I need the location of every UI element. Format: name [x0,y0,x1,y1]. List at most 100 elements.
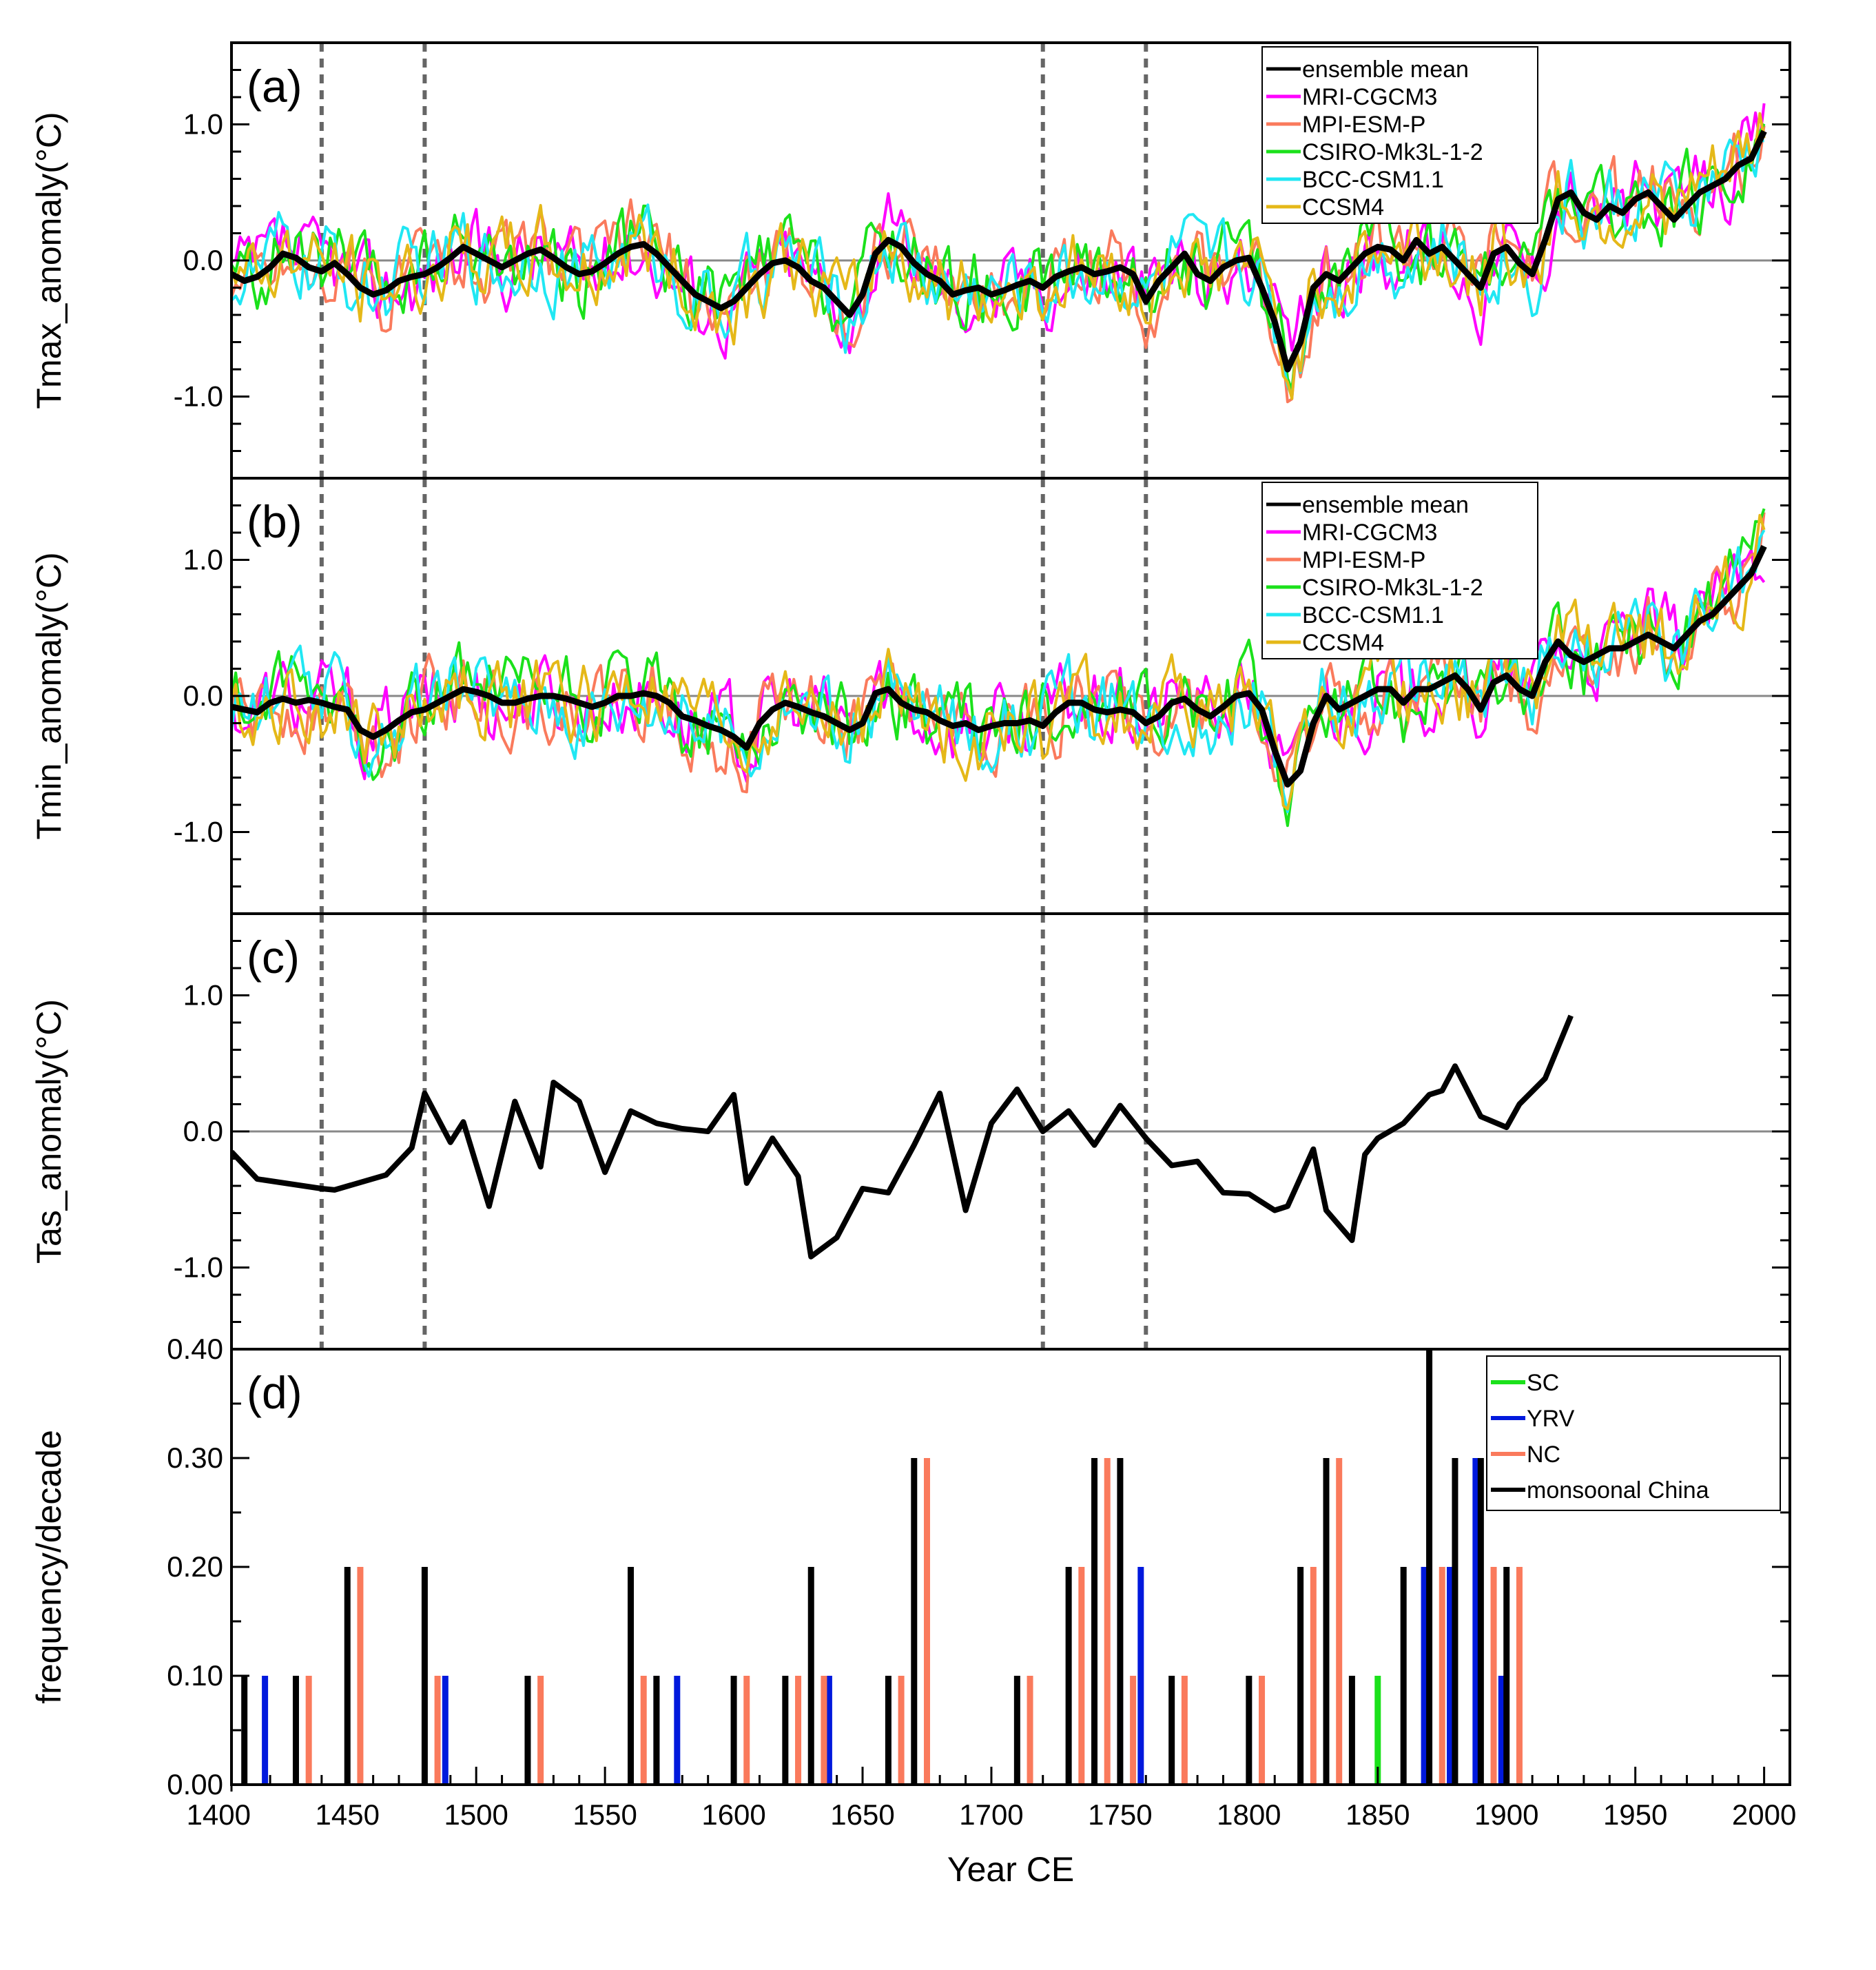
panel-a-plot [231,43,1790,478]
bar-nc-1805 [1259,1676,1266,1785]
y-axis-title: Tas_anomaly(°C) [30,999,68,1264]
bar-monsoonal-china-1410 [241,1676,248,1785]
legend-box [1486,1355,1781,1511]
xtick-label: 1900 [1474,1798,1538,1831]
panel-tag-a: (a) [247,61,302,112]
bar-yrv-1637 [825,1676,832,1785]
xtick-label: 1850 [1346,1798,1410,1831]
bar-monsoonal-china-1660 [885,1676,891,1785]
ytick-label: 0.30 [167,1441,223,1474]
panel-tag-b: (b) [247,496,302,547]
bar-nc-1875 [1439,1567,1445,1785]
bar-nc-1485 [434,1676,441,1785]
bar-monsoonal-china-1820 [1297,1567,1304,1785]
series-tas [231,1014,1574,1260]
bar-monsoonal-china-1570 [653,1676,660,1785]
xtick-label: 1600 [701,1798,765,1831]
legend-box [1261,482,1538,659]
bar-monsoonal-china-1890 [1477,1458,1484,1785]
bar-monsoonal-china-1800 [1246,1676,1253,1785]
xtick-label: 1700 [959,1798,1023,1831]
xtick-label: 1500 [444,1798,508,1831]
text-layer: 1.0 0.0 -1.0 (a) Tmax_anomaly(°C) ensemble me… [30,57,1796,1889]
bar-yrv-1758 [1137,1567,1144,1785]
legend-label: MPI-ESM-P [1302,547,1425,573]
series-mpi-esm-p [231,125,1766,404]
legend-label: CSIRO-Mk3L-1-2 [1302,575,1483,601]
bar-nc-1455 [357,1567,364,1785]
bar-nc-1715 [1027,1676,1033,1785]
bar-monsoonal-china-1880 [1452,1458,1458,1785]
ytick-label: 0.40 [167,1333,223,1365]
xtick-label: 1800 [1217,1798,1281,1831]
bar-monsoonal-china-1630 [807,1567,814,1785]
legend-label: CCSM4 [1302,194,1384,220]
plot-layer [231,43,1790,1785]
bar-nc-1825 [1310,1567,1317,1785]
x-axis-title: Year CE [947,1850,1074,1889]
ytick-label: 0.0 [183,1115,223,1147]
y-axis-title: Tmax_anomaly(°C) [30,112,68,409]
xtick-label: 2000 [1732,1798,1796,1831]
ytick-label: 0.0 [183,679,223,712]
xtick-label: 1400 [187,1798,251,1831]
series-ensemble-mean [231,544,1767,788]
series-ensemble-mean [231,130,1767,373]
bar-nc-1745 [1104,1458,1111,1785]
series-ccsm4 [231,112,1766,400]
ytick-label: 1.0 [183,979,223,1012]
bar-nc-1435 [305,1676,312,1785]
legend-label: CSIRO-Mk3L-1-2 [1302,139,1483,165]
bar-nc-1625 [795,1676,802,1785]
bar-monsoonal-china-1840 [1348,1676,1355,1785]
bar-nc-1525 [537,1676,544,1785]
bar-nc-1755 [1130,1676,1137,1785]
frame-layer [230,41,1791,1792]
ytick-label: 0.10 [167,1659,223,1692]
bar-monsoonal-china-1770 [1168,1676,1175,1785]
bar-yrv-1868 [1421,1567,1427,1785]
legend-label: YRV [1527,1406,1575,1432]
bar-nc-1835 [1336,1458,1343,1785]
bar-monsoonal-china-1600 [730,1676,737,1785]
bar-monsoonal-china-1450 [344,1567,351,1785]
bar-monsoonal-china-1750 [1117,1458,1124,1785]
legend-label: ensemble mean [1302,57,1469,83]
bar-nc-1665 [898,1676,905,1785]
y-axis-title: Tmin_anomaly(°C) [30,552,68,839]
bar-monsoonal-china-1520 [524,1676,531,1785]
bar-monsoonal-china-1870 [1426,1349,1433,1785]
bar-nc-1895 [1490,1567,1497,1785]
legend-label: BCC-CSM1.1 [1302,602,1444,628]
legend-label: MRI-CGCM3 [1302,84,1437,110]
bar-monsoonal-china-1620 [782,1676,789,1785]
bar-monsoonal-china-1860 [1400,1567,1407,1785]
xtick-label: 1550 [573,1798,637,1831]
ytick-label: -1.0 [174,380,223,413]
bar-yrv-1888 [1472,1458,1479,1785]
bar-yrv-1488 [442,1676,449,1785]
bar-nc-1735 [1078,1567,1085,1785]
legend-label: MPI-ESM-P [1302,112,1425,138]
bar-monsoonal-china-1730 [1065,1567,1072,1785]
legend-label: MRI-CGCM3 [1302,520,1437,546]
bar-monsoonal-china-1830 [1323,1458,1330,1785]
bar-monsoonal-china-1740 [1091,1458,1098,1785]
bar-nc-1605 [743,1676,750,1785]
xtick-label: 1750 [1088,1798,1152,1831]
bar-yrv-1418 [262,1676,269,1785]
panel-tag-c: (c) [247,932,300,983]
panel-d-plot [241,1349,1523,1785]
bar-nc-1675 [923,1458,930,1785]
ytick-label: 0.20 [167,1550,223,1583]
bar-yrv-1898 [1498,1676,1505,1785]
legend-label: BCC-CSM1.1 [1302,167,1444,193]
ytick-label: -1.0 [174,816,223,848]
bar-monsoonal-china-1480 [421,1567,428,1785]
bar-monsoonal-china-1710 [1013,1676,1020,1785]
legend-label: SC [1527,1370,1559,1396]
bar-yrv-1878 [1446,1567,1453,1785]
ytick-label: 0.00 [167,1768,223,1800]
xtick-label: 1950 [1603,1798,1667,1831]
